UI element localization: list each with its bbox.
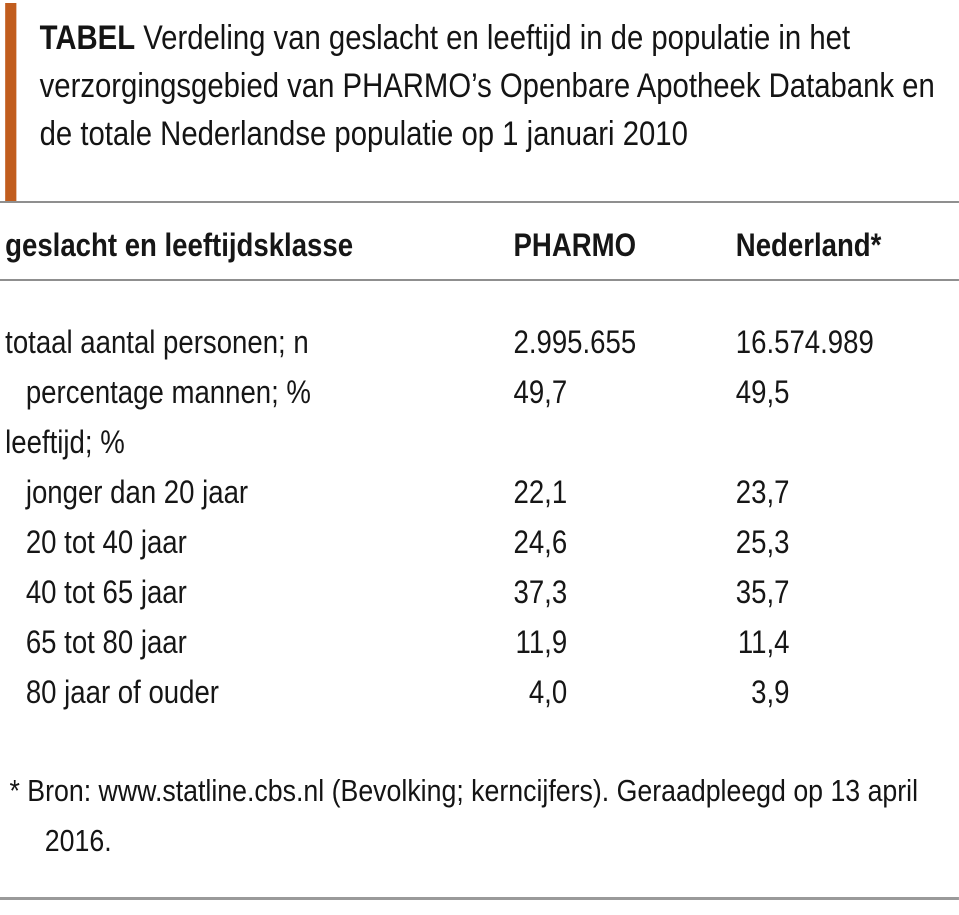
cell-pharmo: 4,0 bbox=[514, 667, 736, 717]
figure-title-tag: TABEL bbox=[39, 19, 136, 57]
cell-pharmo: 37,3 bbox=[514, 567, 736, 617]
table-row: jonger dan 20 jaar 22,1 23,7 bbox=[0, 467, 959, 517]
cell-nederland: 16.574.989 bbox=[736, 317, 959, 367]
table-row: 20 tot 40 jaar 24,6 25,3 bbox=[0, 517, 959, 567]
cell-pharmo bbox=[514, 417, 736, 467]
cell-nederland: 11,4 bbox=[736, 617, 959, 667]
cell-nederland-value: 25,3 bbox=[735, 524, 790, 560]
footnote: * Bron: www.statline.cbs.nl (Bevolking; … bbox=[9, 773, 919, 858]
row-label: totaal aantal personen; n bbox=[5, 324, 309, 360]
cell-nederland-value: 3,9 bbox=[751, 674, 790, 710]
cell-pharmo-value: 49,7 bbox=[513, 374, 568, 410]
cell-pharmo-value: 22,1 bbox=[513, 474, 568, 510]
row-label: percentage mannen; % bbox=[25, 374, 311, 410]
table-row: totaal aantal personen; n 2.995.655 16.5… bbox=[0, 317, 959, 367]
row-label: 80 jaar of ouder bbox=[25, 674, 219, 710]
cell-pharmo-value: 4,0 bbox=[528, 674, 568, 710]
row-label: 40 tot 65 jaar bbox=[25, 574, 187, 610]
cell-nederland: 25,3 bbox=[736, 517, 959, 567]
cell-pharmo: 11,9 bbox=[514, 617, 736, 667]
table-row: 65 tot 80 jaar 11,9 11,4 bbox=[0, 617, 959, 667]
cell-nederland: 35,7 bbox=[736, 567, 959, 617]
column-header-geslacht-en-leeftijdsklasse: geslacht en leeftijdsklasse bbox=[5, 227, 354, 263]
row-label: jonger dan 20 jaar bbox=[25, 474, 249, 510]
cell-nederland bbox=[736, 417, 959, 467]
accent-bar bbox=[5, 3, 17, 201]
table-row: percentage mannen; % 49,7 49,5 bbox=[0, 367, 959, 417]
cell-nederland: 49,5 bbox=[736, 367, 959, 417]
table-body: totaal aantal personen; n 2.995.655 16.5… bbox=[0, 317, 959, 717]
row-label: 20 tot 40 jaar bbox=[25, 524, 187, 560]
cell-pharmo-value: 2.995.655 bbox=[513, 324, 637, 360]
cell-pharmo-value: 11,9 bbox=[515, 624, 568, 660]
cell-nederland-value: 16.574.989 bbox=[735, 324, 874, 360]
cell-nederland: 3,9 bbox=[736, 667, 959, 717]
rule-below-header bbox=[0, 279, 959, 281]
column-header-pharmo: PHARMO bbox=[513, 227, 637, 263]
cell-nederland-value: 23,7 bbox=[735, 474, 790, 510]
rule-above-header bbox=[0, 201, 959, 203]
cell-nederland: 23,7 bbox=[736, 467, 959, 517]
row-label: 65 tot 80 jaar bbox=[25, 624, 187, 660]
cell-pharmo-value: 24,6 bbox=[513, 524, 568, 560]
row-label: leeftijd; % bbox=[5, 424, 125, 460]
figure-title: TABEL Verdeling van geslacht en leeftijd… bbox=[40, 14, 953, 158]
cell-pharmo: 22,1 bbox=[514, 467, 736, 517]
cell-nederland-value: 35,7 bbox=[735, 574, 790, 610]
cell-pharmo: 2.995.655 bbox=[514, 317, 736, 367]
rule-bottom bbox=[0, 897, 959, 900]
cell-pharmo-value: 37,3 bbox=[513, 574, 568, 610]
table-header-row: geslacht en leeftijdsklasse PHARMO Neder… bbox=[0, 217, 959, 274]
cell-pharmo: 49,7 bbox=[514, 367, 736, 417]
cell-nederland-value: 11,4 bbox=[737, 624, 790, 660]
table-row: 40 tot 65 jaar 37,3 35,7 bbox=[0, 567, 959, 617]
table-row: leeftijd; % bbox=[0, 417, 959, 467]
cell-pharmo: 24,6 bbox=[514, 517, 736, 567]
figure-title-text: Verdeling van geslacht en leeftijd in de… bbox=[39, 19, 935, 153]
table-row: 80 jaar of ouder 4,0 3,9 bbox=[0, 667, 959, 717]
cell-nederland-value: 49,5 bbox=[735, 374, 790, 410]
column-header-nederland: Nederland* bbox=[735, 227, 882, 263]
